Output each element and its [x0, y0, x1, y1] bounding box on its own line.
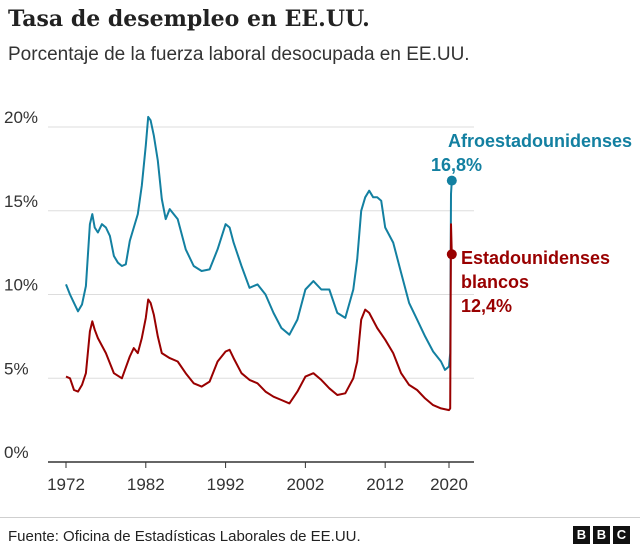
y-tick-label: 10% [4, 276, 38, 295]
x-tick-label: 2020 [430, 475, 468, 494]
x-tick-label: 1972 [47, 475, 85, 494]
series-label-value: 12,4% [461, 296, 512, 316]
series-label-name: Estadounidenses [461, 248, 610, 268]
footer-divider [0, 517, 640, 518]
x-tick-label: 1982 [127, 475, 165, 494]
series-endpoint [446, 175, 457, 186]
series-endpoint [446, 249, 457, 260]
chart-subtitle: Porcentaje de la fuerza laboral desocupa… [8, 44, 470, 65]
bbc-logo-letter: B [573, 526, 590, 544]
x-tick-label: 2012 [366, 475, 404, 494]
series-label-value: 16,8% [431, 155, 482, 175]
line-chart: 0% 5% 10% 15% 20% 1972 1982 1992 2002 2012 2020 Afr… [4, 108, 632, 494]
bbc-logo-letter: B [593, 526, 610, 544]
series-label-name: blancos [461, 272, 529, 292]
series-line [65, 115, 453, 371]
x-tick-label: 2002 [286, 475, 324, 494]
y-tick-label: 0% [4, 443, 29, 462]
y-tick-label: 15% [4, 192, 38, 211]
y-tick-label: 5% [4, 359, 29, 378]
bbc-logo: B B C [573, 526, 630, 544]
chart-title: Tasa de desempleo en EE.UU. [8, 6, 370, 32]
x-tick-label: 1992 [207, 475, 245, 494]
y-tick-label: 20% [4, 108, 38, 127]
bbc-logo-letter: C [613, 526, 630, 544]
source-note: Fuente: Oficina de Estadísticas Laborale… [8, 528, 361, 545]
series-line [65, 223, 453, 412]
series-label-name: Afroestadounidenses [448, 131, 632, 151]
